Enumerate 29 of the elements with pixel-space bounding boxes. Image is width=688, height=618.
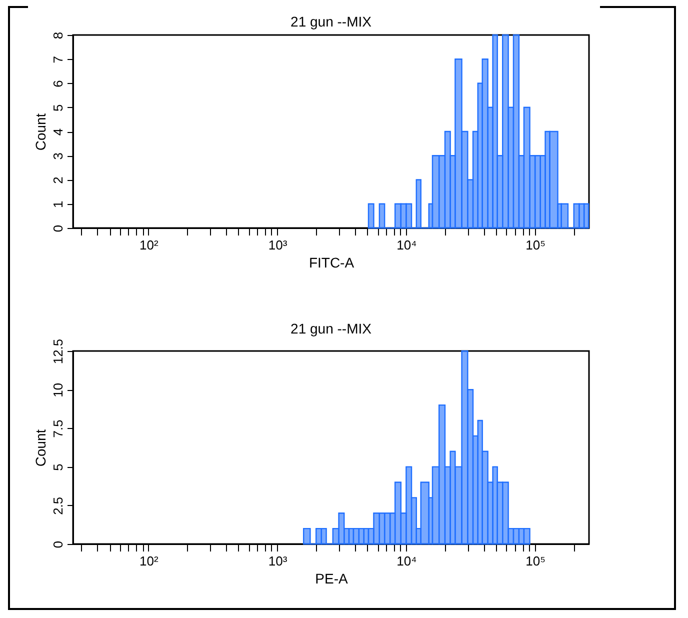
x-tick-label: 10⁵ (526, 554, 546, 568)
y-tick-label: 12.5 (50, 338, 66, 364)
x-tick-label: 10⁴ (396, 554, 417, 568)
y-tick-label: 8 (50, 32, 66, 40)
x-axis-title: FITC-A (308, 254, 355, 270)
x-tick-label: 10⁵ (526, 238, 546, 252)
y-tick-label: 4 (50, 128, 66, 136)
y-tick-label: 5 (50, 104, 66, 112)
x-tick-label: 10³ (268, 554, 288, 568)
y-tick-label: 6 (50, 80, 66, 88)
x-tick-label: 10⁴ (396, 238, 417, 252)
chart-title: 21 gun --MIX (290, 13, 372, 30)
y-tick-label: 0 (50, 540, 66, 548)
chart-title: 21 gun --MIX (290, 320, 372, 336)
y-tick-label: 7 (50, 56, 66, 64)
y-axis-title: Count (32, 429, 48, 467)
y-tick-label: 1 (50, 200, 66, 208)
y-axis-title: Count (32, 113, 48, 151)
y-tick-label: 0 (50, 224, 66, 232)
y-tick-label: 7.5 (50, 420, 66, 438)
y-tick-label: 2 (50, 176, 66, 184)
x-tick-label: 10³ (268, 238, 288, 252)
x-tick-label: 10² (140, 554, 159, 568)
y-tick-label: 5 (50, 464, 66, 471)
y-tick-label: 10 (50, 382, 66, 398)
x-axis-title: PE-A (315, 570, 348, 586)
x-tick-label: 10² (140, 238, 159, 252)
y-tick-label: 3 (50, 152, 66, 160)
y-tick-label: 2.5 (50, 496, 66, 515)
